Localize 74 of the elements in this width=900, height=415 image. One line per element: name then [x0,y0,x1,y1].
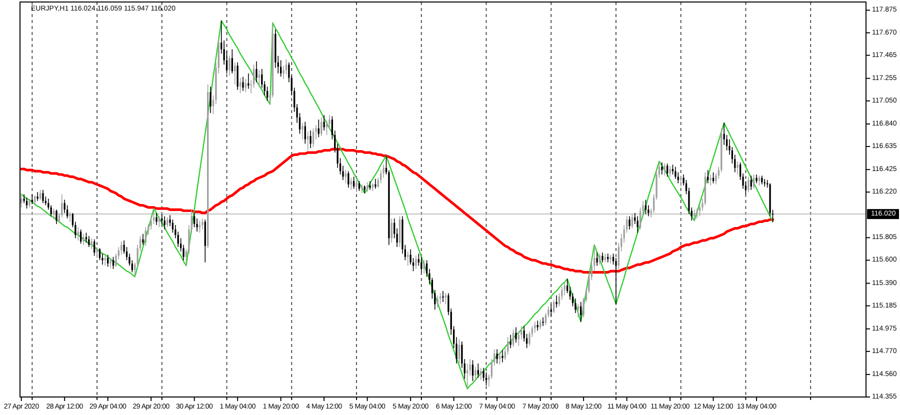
candlestick [258,70,260,88]
candlestick [307,131,309,151]
candlestick [550,304,552,317]
candlestick [374,178,376,190]
candlestick [26,197,28,209]
candlestick [564,282,566,296]
candlestick [512,329,514,348]
candlestick [661,162,663,175]
candlestick [542,316,544,327]
candlestick [80,229,82,244]
candlestick [552,299,555,314]
candlestick [666,163,668,178]
candlestick [142,233,144,246]
candlestick [36,192,38,202]
candlestick [674,166,676,180]
candlestick [356,180,358,192]
candlestick [474,366,476,382]
candlestick [85,232,88,244]
candlestick [442,290,444,302]
candlestick [90,238,92,250]
candlestick [696,208,698,219]
candlestick [407,251,409,266]
candlestick [56,209,58,224]
candlestick [156,212,158,226]
line-series [20,20,774,390]
candlestick [707,170,709,184]
candlestick [480,367,482,380]
candlestick [98,248,101,261]
candlestick [69,211,71,222]
candlestick [77,226,79,241]
candlestick [164,216,166,230]
candlestick [515,326,517,344]
candlestick [236,62,238,90]
candlestick [610,254,612,264]
candlestick [239,77,242,94]
candlestick [366,182,368,192]
candlestick [323,114,325,131]
candlestick [710,174,712,186]
candlestick [310,130,312,149]
candlestick [210,86,212,114]
candlestick [256,60,258,83]
candlestick [764,178,766,187]
candlestick [596,252,598,266]
candlestick [302,122,304,140]
candlestick [482,367,484,382]
candlestick [423,260,425,274]
candlestick [736,160,738,175]
candlestick [202,218,204,230]
candlestick [510,334,512,349]
candlestick [664,163,666,176]
candlestick [556,294,558,308]
candlestick [615,258,617,305]
candlestick [602,252,604,263]
candlestick [502,350,504,363]
candlestick [415,255,417,270]
candlestick [42,189,44,204]
candlestick [242,76,244,92]
candlestick [748,176,750,192]
candlestick [369,180,371,190]
candlestick [20,194,22,208]
candlestick [694,209,696,222]
candlestick [466,363,468,390]
candlestick [350,177,352,190]
candlestick [628,216,630,230]
candlestick [82,233,84,246]
candlestick [477,363,479,378]
candlestick [304,121,306,144]
candlestick [669,165,671,178]
candlestick [88,236,90,248]
candlestick [96,246,98,258]
candlestick [534,321,536,334]
candlestick [228,55,230,76]
candlestick [496,348,498,364]
candlestick [110,258,112,268]
